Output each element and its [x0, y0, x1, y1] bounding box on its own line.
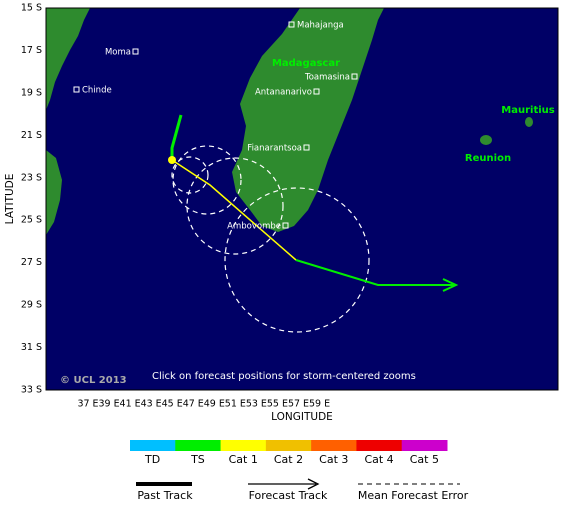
legend-arrow	[307, 478, 320, 490]
marker	[303, 144, 310, 151]
legend-swatch	[356, 440, 403, 451]
legend-swatch	[401, 440, 448, 451]
lon-tick-label: 39 E	[98, 399, 119, 410]
lat-tick-label: 29 S	[21, 300, 42, 311]
legend-swatch	[220, 440, 267, 451]
lat-tick-label: 17 S	[21, 45, 42, 56]
legend-label: Cat 2	[274, 453, 303, 466]
lat-tick-label: 19 S	[21, 87, 42, 98]
lon-tick-label: 41 E	[120, 399, 141, 410]
land	[46, 8, 533, 235]
lon-tick-label: 43 E	[141, 399, 162, 410]
legend-label: Cat 1	[229, 453, 258, 466]
lon-tick-label: 37 E	[77, 399, 98, 410]
region-label: Mauritius	[501, 105, 555, 116]
legend-swatch	[265, 440, 312, 451]
lat-tick-label: 31 S	[21, 342, 42, 353]
madagascar	[232, 8, 384, 232]
region-label: Reunion	[465, 153, 511, 164]
legend-label: Past Track	[137, 489, 193, 502]
marker	[288, 21, 295, 28]
marker	[351, 73, 358, 80]
lon-tick-label: 55 E	[267, 399, 288, 410]
legend: TD TS Cat 1 Cat 2 Cat 3 Cat 4 Cat 5	[130, 440, 448, 466]
marker	[313, 88, 320, 95]
lon-tick-label: 47 E	[183, 399, 204, 410]
lon-tick-label: 45 E	[162, 399, 183, 410]
lat-tick-label: 21 S	[21, 130, 42, 141]
y-axis-label: LATITUDE	[4, 174, 16, 225]
error-circle	[172, 145, 242, 215]
marker	[282, 222, 289, 229]
lat-tick-label: 27 S	[21, 257, 42, 268]
lon-tick-label: 59 E	[309, 399, 330, 410]
africa-coast	[46, 150, 62, 235]
legend-swatch	[130, 440, 176, 451]
lat-tick-label: 25 S	[21, 215, 42, 226]
copyright: © UCL 2013	[60, 375, 127, 386]
mauritius	[525, 117, 533, 127]
region-label: Madagascar	[272, 58, 340, 69]
legend-label: TD	[144, 453, 160, 466]
place-label: Chinde	[82, 86, 112, 96]
error-circle	[186, 157, 284, 255]
marker	[73, 86, 80, 93]
lat-ticks: 15 S 17 S 19 S 21 S 23 S 25 S 27 S 29 S 31 S 33 S	[21, 3, 42, 396]
lon-tick-label: 53 E	[246, 399, 267, 410]
lat-tick-label: 15 S	[21, 3, 42, 14]
marker	[132, 48, 139, 55]
lon-tick-label: 49 E	[204, 399, 225, 410]
map-note: Click on forecast positions for storm-ce…	[152, 371, 416, 382]
legend-label: Forecast Track	[249, 489, 328, 502]
place-label: Antananarivo	[255, 88, 312, 98]
legend-swatch	[175, 440, 222, 451]
legend-label: Mean Forecast Error	[358, 489, 469, 502]
error-circle	[224, 187, 370, 333]
legend-swatch	[311, 440, 357, 451]
forecast-track[interactable]	[295, 259, 455, 286]
x-axis-label: LONGITUDE	[271, 411, 333, 423]
error-circle	[171, 156, 209, 194]
track-arrow	[442, 278, 459, 292]
africa-coast	[46, 8, 90, 110]
lon-ticks: 37 E 39 E 41 E 43 E 45 E 47 E 49 E 51 E 53 E 55 E…	[77, 399, 330, 410]
forecast-track[interactable]	[171, 159, 297, 261]
reunion	[480, 135, 492, 145]
place-label: Fianarantsoa	[247, 144, 302, 154]
lon-tick-label: 51 E	[225, 399, 246, 410]
legend-label: Cat 5	[410, 453, 439, 466]
place-label: Toamasina	[304, 73, 350, 83]
forecast-error	[171, 145, 370, 333]
lat-tick-label: 23 S	[21, 172, 42, 183]
place-label: Moma	[105, 48, 131, 58]
place-label: Mahajanga	[297, 21, 344, 31]
storm-position[interactable]	[168, 156, 176, 164]
legend-label: Cat 3	[319, 453, 348, 466]
place-markers	[73, 21, 358, 229]
lat-tick-label: 33 S	[21, 385, 42, 396]
place-label: Ambovombe	[227, 222, 281, 232]
lon-tick-label: 57 E	[288, 399, 309, 410]
legend-label: Cat 4	[364, 453, 393, 466]
legend-label: TS	[190, 453, 205, 466]
map-frame	[45, 7, 559, 391]
